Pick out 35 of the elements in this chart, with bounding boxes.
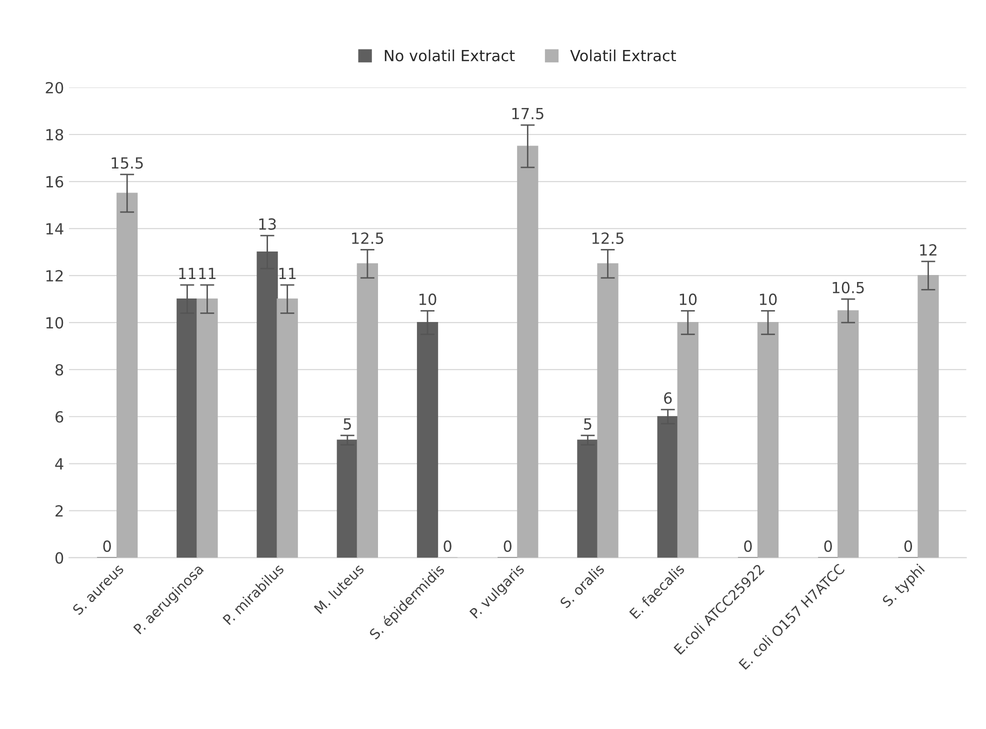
- data-label: 0: [744, 540, 752, 552]
- y-tick-label: 8: [55, 364, 64, 376]
- data-label: 11: [179, 268, 196, 280]
- y-tick-label: 12: [46, 270, 63, 282]
- data-label: 0: [824, 540, 832, 552]
- y-tick-label: 6: [56, 411, 64, 423]
- data-label: 5: [344, 418, 351, 430]
- data-label: 0: [103, 540, 111, 552]
- data-label: 10.5: [832, 282, 864, 294]
- legend-label: Volatil Extract: [570, 50, 676, 62]
- data-label: 12.5: [352, 232, 384, 244]
- data-label: 13: [259, 218, 276, 230]
- y-tick-label: 2: [56, 505, 63, 516]
- data-label: 10: [760, 294, 777, 306]
- data-label: 11: [199, 268, 216, 280]
- data-label: 17.5: [512, 108, 544, 120]
- y-tick-label: 20: [46, 82, 64, 94]
- data-label: 11: [279, 268, 296, 280]
- data-label: 12: [920, 244, 936, 256]
- y-tick-label: 4: [55, 458, 64, 470]
- data-label: 5: [584, 418, 592, 430]
- y-tick-label: 10: [46, 317, 64, 329]
- data-label: 10: [419, 294, 436, 306]
- y-tick-label: 18: [46, 128, 64, 141]
- data-label: 10: [680, 294, 697, 306]
- data-label: 15.5: [112, 157, 143, 169]
- data-label: 12.5: [592, 232, 624, 244]
- data-label: 0: [444, 540, 452, 552]
- data-label: 0: [504, 540, 512, 552]
- y-tick-label: 16: [46, 176, 64, 188]
- y-tick-label: 0: [55, 552, 64, 564]
- legend-label: No volatil Extract: [384, 50, 515, 62]
- data-label: 6: [664, 392, 672, 404]
- y-tick-label: 14: [46, 223, 64, 234]
- data-label: 0: [904, 540, 912, 552]
